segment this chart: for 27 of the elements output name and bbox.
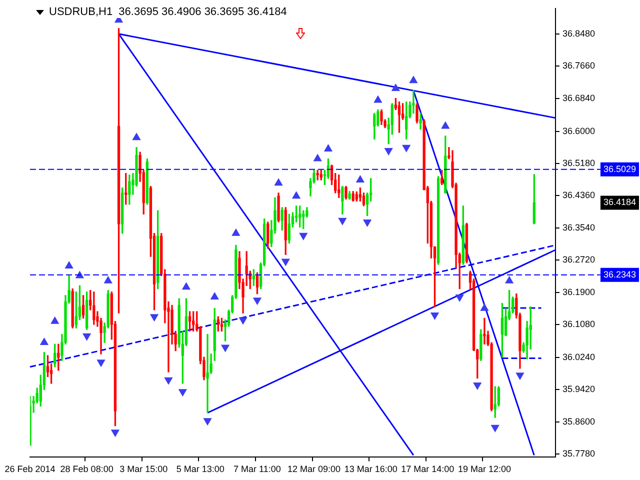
y-tick-label: 36.3540 — [562, 222, 596, 232]
y-tick-label: 36.5180 — [562, 158, 596, 168]
x-tick-label: 3 Mar 15:00 — [120, 464, 168, 474]
y-tick-label: 36.4360 — [562, 190, 596, 200]
x-tick-label: 7 Mar 11:00 — [234, 464, 281, 474]
y-tick-label: 36.6000 — [562, 126, 596, 136]
x-tick-label: 19 Mar 12:00 — [458, 464, 511, 474]
chart-title: USDRUB,H1 36.3695 36.4906 36.3695 36.4184 — [49, 6, 287, 18]
x-tick-label: 26 Feb 2014 — [4, 464, 56, 474]
text: 36.4184 — [603, 197, 636, 208]
x-tick-label: 5 Mar 13:00 — [176, 464, 224, 474]
y-tick-label: 36.0240 — [562, 352, 596, 362]
y-tick-label: 35.9420 — [562, 384, 596, 394]
y-tick-label: 36.6840 — [562, 92, 596, 103]
y-tick-label: 36.1080 — [562, 318, 596, 329]
y-tick-label: 36.2720 — [562, 254, 596, 265]
x-tick-label: 13 Mar 16:00 — [344, 464, 398, 474]
x-tick-label: 28 Feb 08:00 — [60, 464, 114, 474]
ref-line-label: 36.5029 — [603, 164, 636, 174]
y-tick-label: 36.8480 — [562, 28, 596, 38]
x-tick-label: 17 Mar 14:00 — [401, 464, 454, 474]
y-tick-label: 35.7780 — [562, 448, 596, 459]
x-tick-label: 12 Mar 09:00 — [288, 464, 341, 474]
y-tick-label: 35.8600 — [562, 416, 596, 426]
y-tick-label: 36.7660 — [562, 60, 596, 71]
ref-line-label: 36.2343 — [603, 269, 636, 280]
y-tick-label: 36.1900 — [562, 286, 596, 297]
